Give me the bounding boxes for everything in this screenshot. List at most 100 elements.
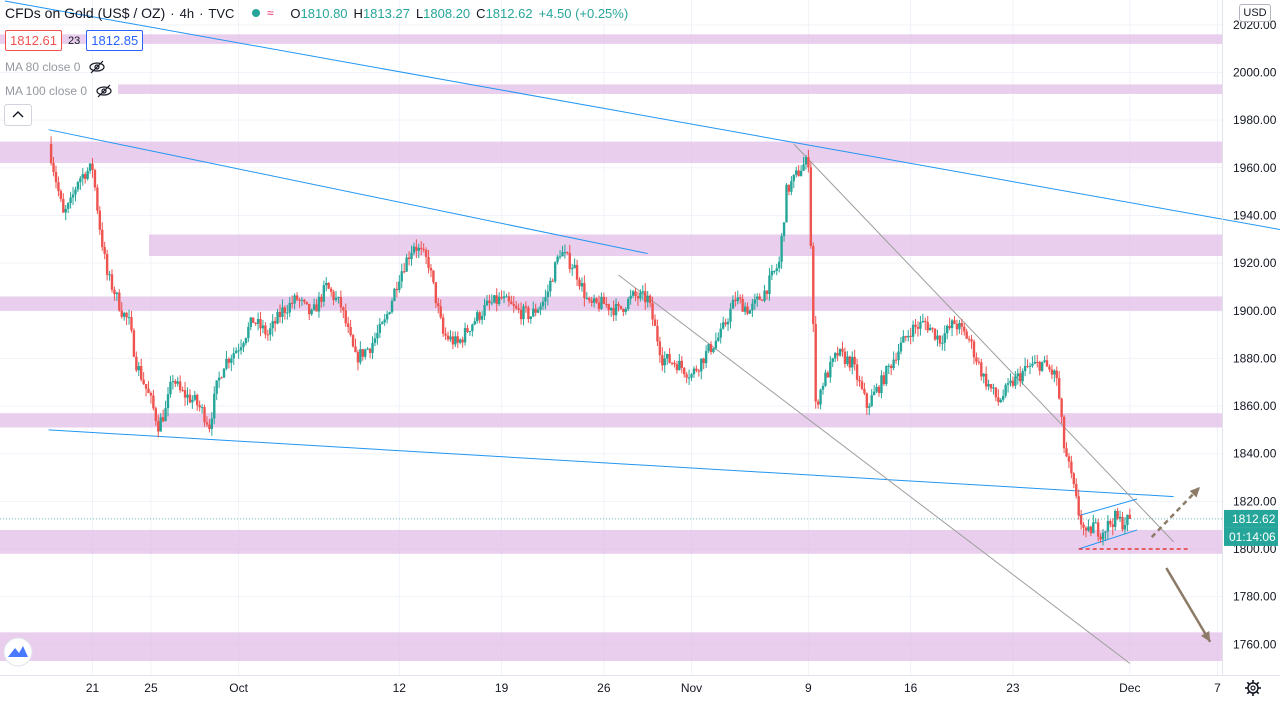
candle xyxy=(439,299,442,320)
candle-body xyxy=(678,360,681,371)
candle-body xyxy=(286,312,289,314)
candle-body xyxy=(308,303,311,315)
candle-body xyxy=(1065,448,1068,457)
indicator-ma80[interactable]: MA 80 close 0 xyxy=(5,60,106,74)
candle-body xyxy=(142,379,145,385)
candle xyxy=(161,409,165,423)
time-tick-label: 16 xyxy=(904,681,918,695)
trendline[interactable] xyxy=(48,129,648,255)
candle xyxy=(1006,377,1010,393)
candle xyxy=(215,380,218,401)
candle-body xyxy=(371,342,374,354)
candle-body xyxy=(924,320,927,323)
candle xyxy=(458,338,462,345)
eye-hidden-icon[interactable] xyxy=(95,84,113,98)
arrow-down-projection[interactable] xyxy=(1165,567,1212,643)
candle xyxy=(451,331,455,350)
collapse-legend-button[interactable] xyxy=(4,104,32,126)
candle-body xyxy=(945,325,949,334)
trendline[interactable] xyxy=(793,143,1175,543)
candle-body xyxy=(622,308,625,312)
sell-price-button[interactable]: 1812.61 xyxy=(5,30,62,51)
candle-body xyxy=(768,275,771,294)
candle-body xyxy=(687,377,691,379)
candle xyxy=(471,323,474,337)
candle-body xyxy=(183,390,187,398)
candle-body xyxy=(575,264,579,280)
candle-body xyxy=(376,332,379,339)
candle xyxy=(1045,354,1049,367)
currency-button[interactable]: USD xyxy=(1239,4,1271,22)
candle-body xyxy=(305,301,308,304)
candle-body xyxy=(960,323,964,327)
candle-body xyxy=(115,292,119,295)
candle-body xyxy=(327,282,330,289)
buy-price-button[interactable]: 1812.85 xyxy=(86,30,144,51)
candle-body xyxy=(515,305,518,309)
candle xyxy=(171,374,175,390)
candle xyxy=(264,322,267,339)
market-status-icon[interactable]: ≈ xyxy=(248,6,274,20)
candle-body xyxy=(135,356,138,371)
candle xyxy=(186,387,189,406)
candle xyxy=(894,352,898,364)
interval-label[interactable]: 4h xyxy=(179,5,195,21)
spread-value: 23 xyxy=(68,34,81,47)
candle-body xyxy=(680,360,683,368)
candle xyxy=(84,171,87,184)
candle xyxy=(809,162,813,249)
eye-hidden-icon[interactable] xyxy=(88,60,106,74)
candle-body xyxy=(424,250,428,257)
candle-body xyxy=(171,381,175,383)
trendline[interactable] xyxy=(48,429,1174,498)
chevron-up-icon xyxy=(12,111,24,118)
candle-body xyxy=(454,336,457,345)
candle-body xyxy=(400,271,403,282)
trendlines[interactable] xyxy=(4,0,1280,664)
candle xyxy=(1002,389,1005,403)
candle-body xyxy=(64,208,67,213)
arrow-up-projection[interactable] xyxy=(1150,486,1201,538)
candle-body xyxy=(802,164,805,171)
candle-body xyxy=(809,167,813,246)
indicator-ma100[interactable]: MA 100 close 0 xyxy=(5,84,113,98)
candle xyxy=(203,404,206,427)
candle-body xyxy=(264,325,267,335)
candle-body xyxy=(697,370,701,372)
candle xyxy=(753,293,757,310)
candle-body xyxy=(933,328,937,340)
annotations[interactable] xyxy=(1078,486,1212,643)
candle xyxy=(972,339,976,365)
price-axis[interactable]: 2020.002000.001980.001960.001940.001920.… xyxy=(1222,0,1279,675)
symbol-title[interactable]: CFDs on Gold (US$ / OZ) xyxy=(5,5,166,21)
candle xyxy=(617,301,620,312)
candle-body xyxy=(493,295,496,303)
candle xyxy=(697,368,701,377)
time-tick-label: Dec xyxy=(1119,681,1140,695)
trendline[interactable] xyxy=(618,274,1131,664)
candle xyxy=(836,346,839,362)
time-axis[interactable]: 21 25 Oct 12 19 26 Nov 9 16 23 Dec 7 xyxy=(0,675,1280,696)
candle xyxy=(329,286,333,297)
candle-body xyxy=(870,395,873,407)
trendline[interactable] xyxy=(1078,529,1138,550)
candle xyxy=(914,319,917,334)
countdown-label: 01:14:06 xyxy=(1229,530,1276,544)
candle xyxy=(269,322,272,341)
candle-body xyxy=(203,407,206,423)
candle-body xyxy=(648,295,652,304)
candle-body xyxy=(887,365,890,367)
time-tick-label: Oct xyxy=(229,681,248,695)
last-price-badge: 1812.62 xyxy=(1224,509,1278,528)
candle xyxy=(54,165,58,189)
candle xyxy=(524,301,528,313)
candle-body xyxy=(393,288,396,301)
candle xyxy=(152,389,155,411)
gear-icon[interactable] xyxy=(1244,679,1262,697)
tradingview-logo-icon[interactable] xyxy=(3,637,33,667)
trendline[interactable] xyxy=(1078,498,1138,517)
trendline[interactable] xyxy=(4,0,1280,239)
candle xyxy=(556,254,559,265)
candle xyxy=(833,351,837,363)
